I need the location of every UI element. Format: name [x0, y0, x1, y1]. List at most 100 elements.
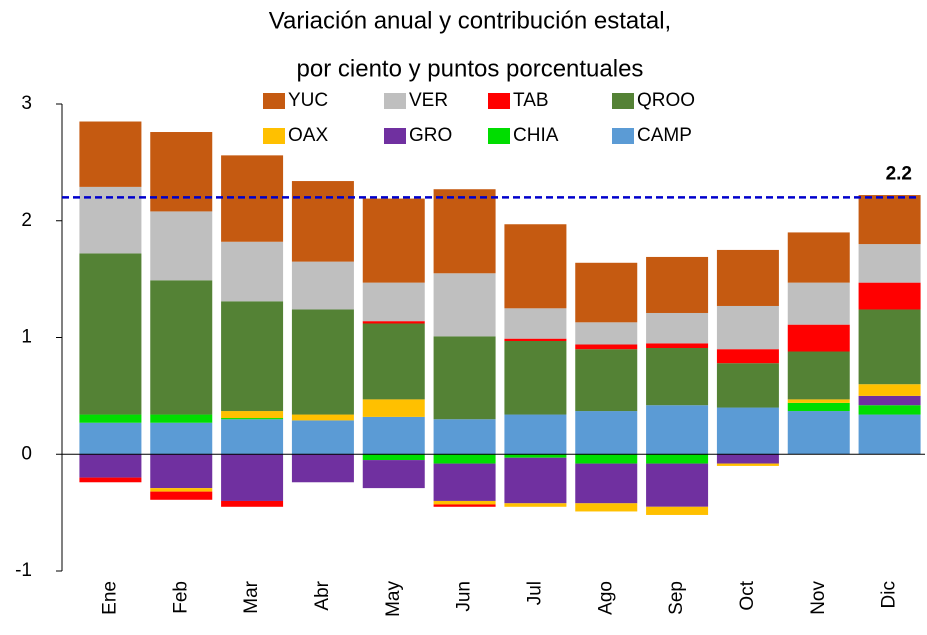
x-tick-label: Feb [170, 581, 191, 614]
legend-label: YUC [288, 90, 328, 111]
legend-label: OAX [288, 125, 328, 146]
bar-segment [504, 503, 567, 507]
bar-segment [504, 454, 567, 458]
bar-segment [575, 322, 638, 345]
bar-segment [858, 282, 921, 310]
y-tick-label: 1 [21, 327, 32, 348]
bar-segment [646, 405, 709, 455]
bar-segment [79, 121, 142, 187]
bar-segment [575, 349, 638, 412]
bar-segment [504, 308, 567, 339]
legend-swatch [488, 93, 510, 109]
legend-swatch [384, 93, 406, 109]
bar-segment [79, 454, 142, 478]
bar-segment [716, 363, 779, 408]
bar-segment [362, 454, 425, 461]
bar-segment [221, 418, 284, 420]
x-tick-label: Mar [241, 580, 262, 613]
bar-segment [433, 454, 496, 464]
bar-segment [787, 399, 850, 403]
bar-segment [858, 244, 921, 283]
bar-segment [433, 189, 496, 274]
bar-segment [504, 338, 567, 342]
x-tick-label: Abr [312, 580, 333, 610]
chart-subtitle: por ciento y puntos porcentuales [297, 55, 644, 82]
bar-segment [716, 305, 779, 350]
x-tick-label: Ago [595, 581, 616, 615]
legend-label: GRO [409, 125, 452, 146]
bar-segment [291, 414, 354, 421]
bar-segment [433, 336, 496, 420]
bar-segment [150, 422, 213, 455]
bar-segment [291, 420, 354, 455]
bar-segment [362, 282, 425, 322]
bar-segment [150, 414, 213, 423]
bar-segment [646, 454, 709, 464]
x-tick-label: Sep [666, 581, 687, 615]
legend-swatch [263, 93, 285, 109]
bar-segment [433, 500, 496, 505]
legend-swatch [384, 128, 406, 144]
x-tick-label: Dic [879, 581, 900, 608]
bar-segment [504, 341, 567, 415]
legend-swatch [263, 128, 285, 144]
bar-segment [362, 321, 425, 324]
bar-segment [150, 454, 213, 489]
x-tick-label: Jun [454, 581, 475, 612]
bar-segment [787, 324, 850, 352]
bar-segment [504, 414, 567, 455]
bar-segment [575, 344, 638, 350]
bar-segment [150, 211, 213, 281]
bar-segment [858, 195, 921, 245]
bar-segment [221, 454, 284, 501]
bar-segment [221, 301, 284, 412]
bar-segment [575, 262, 638, 323]
bar-segment [221, 241, 284, 302]
y-tick-label: -1 [15, 560, 32, 581]
x-tick-label: Ene [99, 581, 120, 615]
legend-label: CAMP [637, 125, 692, 146]
chart-title: Variación anual y contribución estatal, [269, 7, 671, 34]
bar-segment [504, 224, 567, 309]
bar-segment [858, 405, 921, 415]
bar-segment [716, 463, 779, 466]
bar-segment [504, 457, 567, 504]
bar-segment [362, 416, 425, 455]
legend-swatch [612, 93, 634, 109]
bar-segment [575, 411, 638, 455]
bar-segment [716, 454, 779, 464]
bar-segment [716, 407, 779, 455]
bar-segment [150, 132, 213, 212]
bar-segment [716, 349, 779, 364]
bar-segment [291, 181, 354, 262]
bar-segment [787, 351, 850, 400]
bar-segment [787, 402, 850, 412]
bar-segment [716, 249, 779, 306]
x-tick-label: Jul [524, 581, 545, 605]
bar-segment [150, 488, 213, 492]
bar-segment [433, 504, 496, 507]
legend-label: TAB [513, 90, 549, 111]
bar-segment [646, 348, 709, 406]
bar-segment [79, 253, 142, 415]
bar-segment [858, 384, 921, 396]
bar-segment [575, 454, 638, 464]
bar-segment [858, 309, 921, 385]
bar-segment [221, 411, 284, 419]
bar-segment [362, 460, 425, 489]
bar-segment [79, 477, 142, 483]
bar-segment [362, 198, 425, 283]
x-tick-label: Oct [737, 580, 758, 610]
bar-segment [858, 414, 921, 455]
bar-segment [433, 273, 496, 337]
bar-segment [575, 463, 638, 504]
bar-segment [787, 282, 850, 325]
bar-segment [646, 463, 709, 507]
bar-segment [646, 312, 709, 344]
bar-segment [291, 261, 354, 310]
legend-swatch [612, 128, 634, 144]
y-tick-label: 3 [21, 93, 32, 114]
bar-segment [362, 399, 425, 417]
x-tick-label: May [383, 581, 404, 617]
